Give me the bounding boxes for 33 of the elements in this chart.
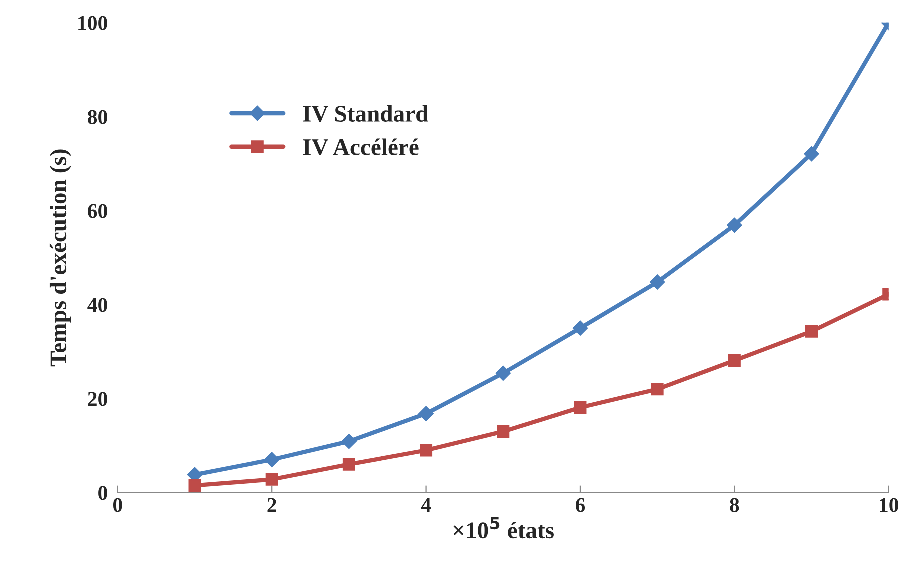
point <box>266 473 278 486</box>
x-tick-label: 6 <box>576 498 586 512</box>
point <box>496 366 511 382</box>
y-tick-label: 20 <box>88 392 108 406</box>
point <box>342 458 356 471</box>
point <box>188 479 202 492</box>
point <box>342 434 357 450</box>
point <box>497 425 510 438</box>
point <box>806 325 818 338</box>
point <box>651 383 664 396</box>
point <box>420 444 433 457</box>
point <box>572 320 588 336</box>
x-tick-label: 2 <box>268 498 276 512</box>
y-tick-label: 100 <box>78 16 108 30</box>
legend-label: IV Standard <box>303 105 428 122</box>
point <box>727 218 742 233</box>
point <box>804 146 820 162</box>
point <box>264 452 280 468</box>
y-tick-label: 0 <box>98 486 108 500</box>
point <box>650 274 666 290</box>
point <box>574 401 587 414</box>
x-tick-label: 10 <box>880 498 898 512</box>
x-axis-title: ×10$^{5}$ états <box>454 517 554 539</box>
point <box>418 406 434 422</box>
x-tick-label: 8 <box>730 498 740 512</box>
x-tick-label: 0 <box>113 498 122 512</box>
y-axis-title: Temps d'exécution (s) <box>50 150 72 367</box>
point <box>728 354 741 367</box>
y-tick-label: 80 <box>88 110 108 124</box>
x-tick-label: 4 <box>421 498 432 512</box>
y-tick-label: 40 <box>88 298 108 312</box>
y-tick-label: 60 <box>88 204 108 218</box>
legend-label: IV Accéléré <box>303 138 419 156</box>
